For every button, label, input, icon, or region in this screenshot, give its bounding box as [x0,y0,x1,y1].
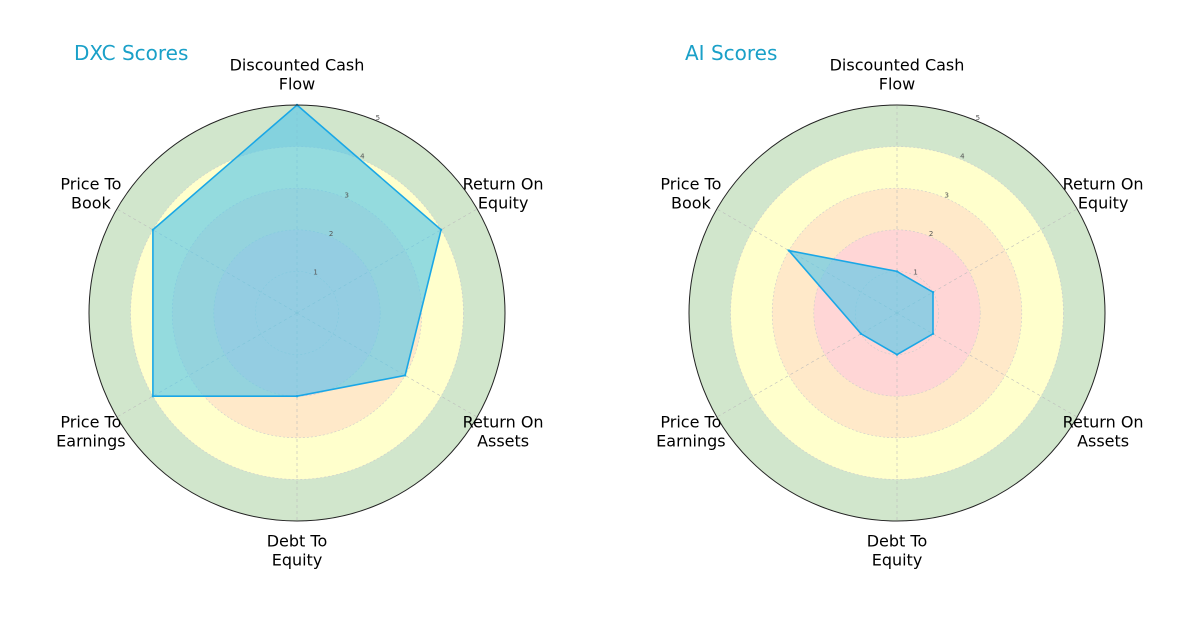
radial-tick-label: 5 [376,114,380,122]
data-point [895,270,899,273]
axis-label-line: Earnings [56,432,125,451]
axis-label: Return On Assets [463,413,544,451]
axis-label: Price To Book [660,175,721,213]
axis-label-line: Price To [660,175,721,194]
radial-tick-label: 4 [960,153,965,161]
axis-label: Discounted Cash Flow [830,56,965,94]
radial-tick-label: 1 [313,268,317,276]
axis-label: Discounted Cash Flow [230,56,365,94]
axis-label-line: Equity [872,551,923,570]
axis-label-line: Assets [1077,432,1129,451]
grid-ring [130,146,464,480]
axis-label-line: Book [671,194,712,213]
data-point [403,374,407,377]
axis-label-line: Price To [660,413,721,432]
axis-label: Debt To Equity [867,532,928,570]
axis-label-line: Earnings [656,432,725,451]
grid-spoke [896,312,1078,418]
grid-ring [730,146,1064,480]
chart-title: AI Scores [685,41,777,65]
axis-label-line: Return On [1063,175,1144,194]
axis-label-line: Assets [477,432,529,451]
axis-label-line: Equity [272,551,323,570]
data-point [151,395,155,398]
axis-label-line: Flow [279,75,316,94]
axis-label-line: Price To [60,413,121,432]
axis-label-line: Discounted Cash [830,56,965,75]
axis-label: Return On Equity [463,175,544,213]
axis-label-line: Debt To [867,532,928,551]
grid-ring [813,229,981,397]
grid-ring [771,187,1023,439]
axis-label-line: Book [71,194,112,213]
grid-spoke [896,208,1078,314]
data-point [787,249,791,252]
radial-tick-label: 3 [945,191,949,199]
data-point [859,332,863,335]
data-point [895,353,899,356]
axis-label-line: Return On [1063,413,1144,432]
radial-tick-label: 2 [929,230,933,238]
radial-tick-label: 1 [913,268,917,276]
axis-label: Price To Earnings [656,413,725,451]
data-point [151,228,155,231]
radial-tick-label: 4 [360,153,365,161]
radial-tick-label: 3 [345,191,349,199]
axis-label: Price To Earnings [56,413,125,451]
axis-label-line: Price To [60,175,121,194]
chart-title: DXC Scores [74,41,188,65]
axis-label: Return On Equity [1063,175,1144,213]
data-point [931,332,935,335]
grid-ring [171,187,423,439]
axis-label-line: Flow [879,75,916,94]
axis-label-line: Return On [463,175,544,194]
axis-label: Return On Assets [1063,413,1144,451]
radial-tick-label: 5 [976,114,980,122]
outer-frame [88,104,506,522]
axis-label-line: Return On [463,413,544,432]
data-point [295,395,299,398]
axis-label-line: Discounted Cash [230,56,365,75]
data-point [931,291,935,294]
axis-label-line: Debt To [267,532,328,551]
grid-spoke [716,312,898,418]
data-point [439,228,443,231]
radial-tick-label: 2 [329,230,333,238]
axis-label-line: Equity [1078,194,1129,213]
axis-label-line: Equity [478,194,529,213]
outer-frame [688,104,1106,522]
axis-label: Debt To Equity [267,532,328,570]
axis-label: Price To Book [60,175,121,213]
